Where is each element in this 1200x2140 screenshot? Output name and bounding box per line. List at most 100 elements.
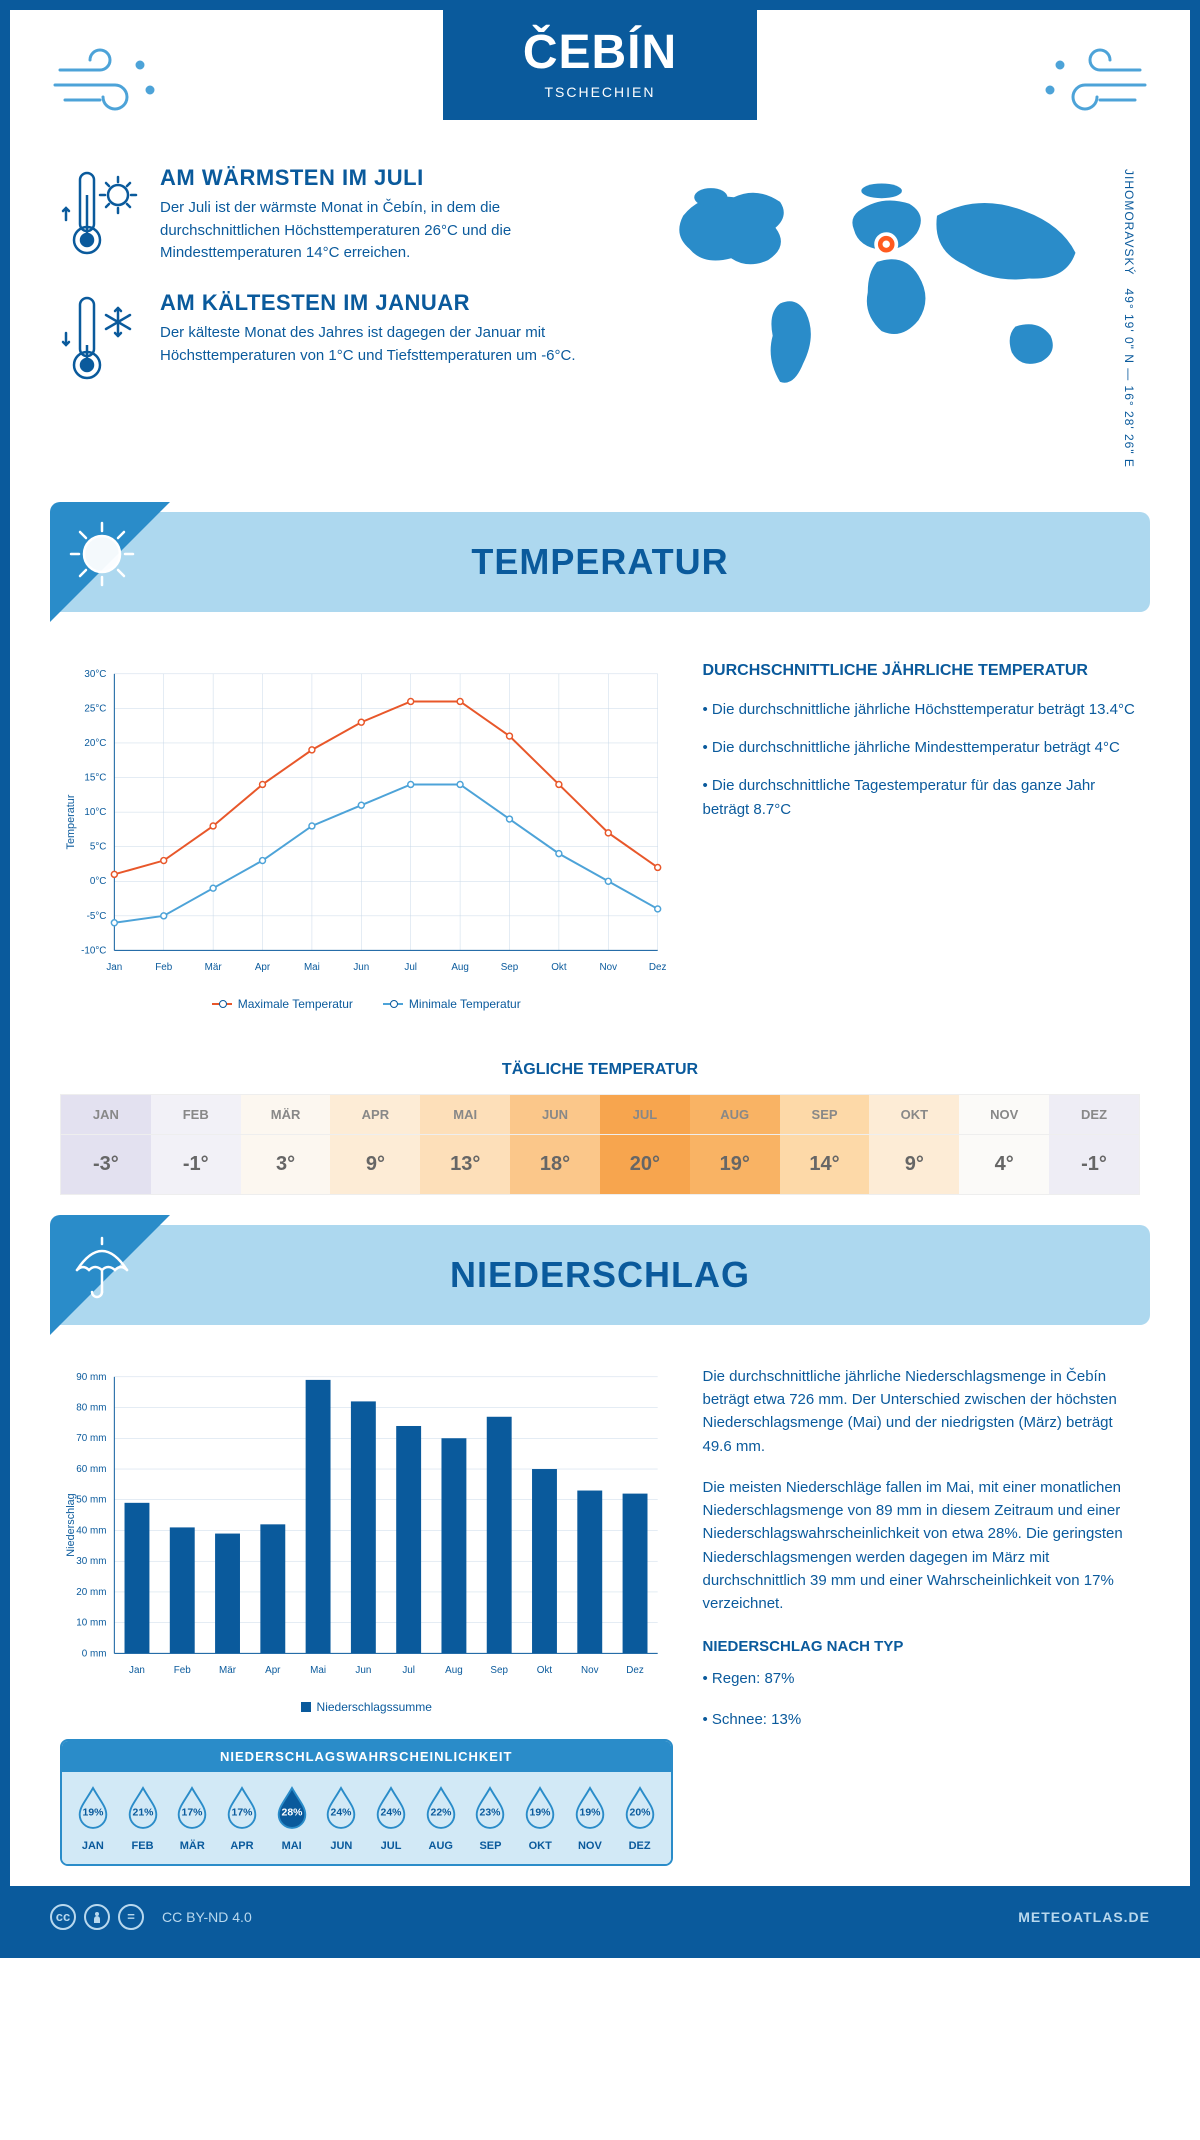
svg-text:Mai: Mai <box>310 1665 326 1676</box>
daily-cell: JAN-3° <box>61 1095 151 1194</box>
temp-bullet-3: • Die durchschnittliche Tagestemperatur … <box>703 774 1141 822</box>
probability-cell: 19% NOV <box>565 1784 615 1852</box>
probability-cell: 23% SEP <box>466 1784 516 1852</box>
daily-cell: MAI13° <box>420 1095 510 1194</box>
cc-icon: cc <box>50 1904 76 1930</box>
svg-text:20%: 20% <box>629 1807 650 1818</box>
svg-text:Sep: Sep <box>490 1665 508 1676</box>
temperature-section: -10°C-5°C0°C5°C10°C15°C20°C25°C30°CJanFe… <box>10 612 1190 1031</box>
brand-text: METEOATLAS.DE <box>1018 1909 1150 1925</box>
daily-temperature-table: JAN-3°FEB-1°MÄR3°APR9°MAI13°JUN18°JUL20°… <box>60 1094 1140 1195</box>
svg-text:24%: 24% <box>381 1807 402 1818</box>
svg-text:90 mm: 90 mm <box>76 1372 106 1383</box>
world-map <box>645 165 1118 405</box>
svg-text:Nov: Nov <box>600 962 618 973</box>
umbrella-icon <box>65 1230 140 1310</box>
svg-text:70 mm: 70 mm <box>76 1433 106 1444</box>
svg-text:0°C: 0°C <box>90 876 107 887</box>
precip-type-heading: NIEDERSCHLAG NACH TYP <box>703 1635 1141 1658</box>
probability-cell: 17% APR <box>217 1784 267 1852</box>
svg-text:Aug: Aug <box>451 962 469 973</box>
probability-row: 19% JAN 21% FEB 17% MÄR 17% APR 28% MAI … <box>62 1772 671 1864</box>
world-map-box: JIHOMORAVSKÝ 49° 19' 0" N — 16° 28' 26" … <box>645 165 1140 472</box>
svg-text:10°C: 10°C <box>84 807 106 818</box>
svg-text:20 mm: 20 mm <box>76 1587 106 1598</box>
daily-cell: JUN18° <box>510 1095 600 1194</box>
daily-cell: OKT9° <box>869 1095 959 1194</box>
fact-warm-text: Der Juli ist der wärmste Monat in Čebín,… <box>160 197 605 265</box>
license-text: CC BY-ND 4.0 <box>162 1909 252 1925</box>
daily-cell: SEP14° <box>780 1095 870 1194</box>
precipitation-bar-chart: 0 mm10 mm20 mm30 mm40 mm50 mm60 mm70 mm8… <box>60 1365 673 1714</box>
precip-type-1: • Regen: 87% <box>703 1667 1141 1690</box>
svg-text:Mär: Mär <box>205 962 223 973</box>
section-title-precipitation: NIEDERSCHLAG <box>450 1254 750 1296</box>
svg-text:15°C: 15°C <box>84 772 106 783</box>
svg-text:17%: 17% <box>232 1807 253 1818</box>
svg-text:21%: 21% <box>132 1807 153 1818</box>
svg-text:Jun: Jun <box>355 1665 371 1676</box>
svg-text:30°C: 30°C <box>84 669 106 680</box>
daily-cell: APR9° <box>330 1095 420 1194</box>
daily-cell: FEB-1° <box>151 1095 241 1194</box>
daily-cell: DEZ-1° <box>1049 1095 1139 1194</box>
svg-text:-5°C: -5°C <box>87 911 107 922</box>
svg-text:Feb: Feb <box>155 962 173 973</box>
svg-text:Jan: Jan <box>106 962 122 973</box>
svg-text:17%: 17% <box>182 1807 203 1818</box>
svg-text:10 mm: 10 mm <box>76 1618 106 1629</box>
svg-text:Jun: Jun <box>353 962 369 973</box>
probability-cell: 24% JUN <box>317 1784 367 1852</box>
svg-text:Dez: Dez <box>626 1665 644 1676</box>
precipitation-banner: NIEDERSCHLAG <box>50 1225 1150 1325</box>
wind-icon <box>1030 40 1150 125</box>
probability-cell: 19% JAN <box>68 1784 118 1852</box>
svg-text:Jan: Jan <box>129 1665 145 1676</box>
section-title-temperature: TEMPERATUR <box>471 541 728 583</box>
probability-cell: 21% FEB <box>118 1784 168 1852</box>
temperature-line-chart: -10°C-5°C0°C5°C10°C15°C20°C25°C30°CJanFe… <box>60 662 673 1011</box>
svg-text:80 mm: 80 mm <box>76 1402 106 1413</box>
temperature-banner: TEMPERATUR <box>50 512 1150 612</box>
infographic-page: ČEBÍN TSCHECHIEN AM WÄRMSTEN IM JULI Der… <box>0 0 1200 1958</box>
fact-cold-text: Der kälteste Monat des Jahres ist dagege… <box>160 322 605 367</box>
svg-text:19%: 19% <box>579 1807 600 1818</box>
temp-legend: Maximale Temperatur Minimale Temperatur <box>60 997 673 1011</box>
svg-text:Temperatur: Temperatur <box>65 794 77 849</box>
precip-p1: Die durchschnittliche jährliche Niedersc… <box>703 1365 1141 1458</box>
svg-text:Niederschlag: Niederschlag <box>65 1493 77 1556</box>
fact-cold-title: AM KÄLTESTEN IM JANUAR <box>160 290 605 316</box>
svg-text:Okt: Okt <box>551 962 567 973</box>
svg-text:30 mm: 30 mm <box>76 1556 106 1567</box>
daily-cell: JUL20° <box>600 1095 690 1194</box>
probability-cell: 20% DEZ <box>615 1784 665 1852</box>
sun-icon <box>65 517 140 597</box>
svg-text:40 mm: 40 mm <box>76 1525 106 1536</box>
precip-p2: Die meisten Niederschläge fallen im Mai,… <box>703 1476 1141 1616</box>
svg-text:Mai: Mai <box>304 962 320 973</box>
daily-temp-title: TÄGLICHE TEMPERATUR <box>10 1061 1190 1079</box>
svg-text:Apr: Apr <box>255 962 271 973</box>
svg-text:Feb: Feb <box>174 1665 192 1676</box>
country-subtitle: TSCHECHIEN <box>523 84 677 100</box>
title-banner: ČEBÍN TSCHECHIEN <box>443 10 757 120</box>
svg-text:24%: 24% <box>331 1807 352 1818</box>
temp-bullet-1: • Die durchschnittliche jährliche Höchst… <box>703 698 1141 722</box>
daily-cell: AUG19° <box>690 1095 780 1194</box>
precipitation-probability-box: NIEDERSCHLAGSWAHRSCHEINLICHKEIT 19% JAN … <box>60 1739 673 1866</box>
fact-coldest: AM KÄLTESTEN IM JANUAR Der kälteste Mona… <box>60 290 605 390</box>
license-block: cc = CC BY-ND 4.0 <box>50 1904 252 1930</box>
probability-cell: 22% AUG <box>416 1784 466 1852</box>
svg-text:Mär: Mär <box>219 1665 237 1676</box>
by-icon <box>84 1904 110 1930</box>
probability-cell: 17% MÄR <box>167 1784 217 1852</box>
wind-icon <box>50 40 170 125</box>
svg-text:Apr: Apr <box>265 1665 281 1676</box>
svg-text:25°C: 25°C <box>84 703 106 714</box>
daily-cell: MÄR3° <box>241 1095 331 1194</box>
probability-cell: 19% OKT <box>515 1784 565 1852</box>
temperature-info: DURCHSCHNITTLICHE JÄHRLICHE TEMPERATUR •… <box>703 662 1141 1011</box>
svg-text:60 mm: 60 mm <box>76 1464 106 1475</box>
footer: cc = CC BY-ND 4.0 METEOATLAS.DE <box>10 1886 1190 1948</box>
fact-warm-title: AM WÄRMSTEN IM JULI <box>160 165 605 191</box>
